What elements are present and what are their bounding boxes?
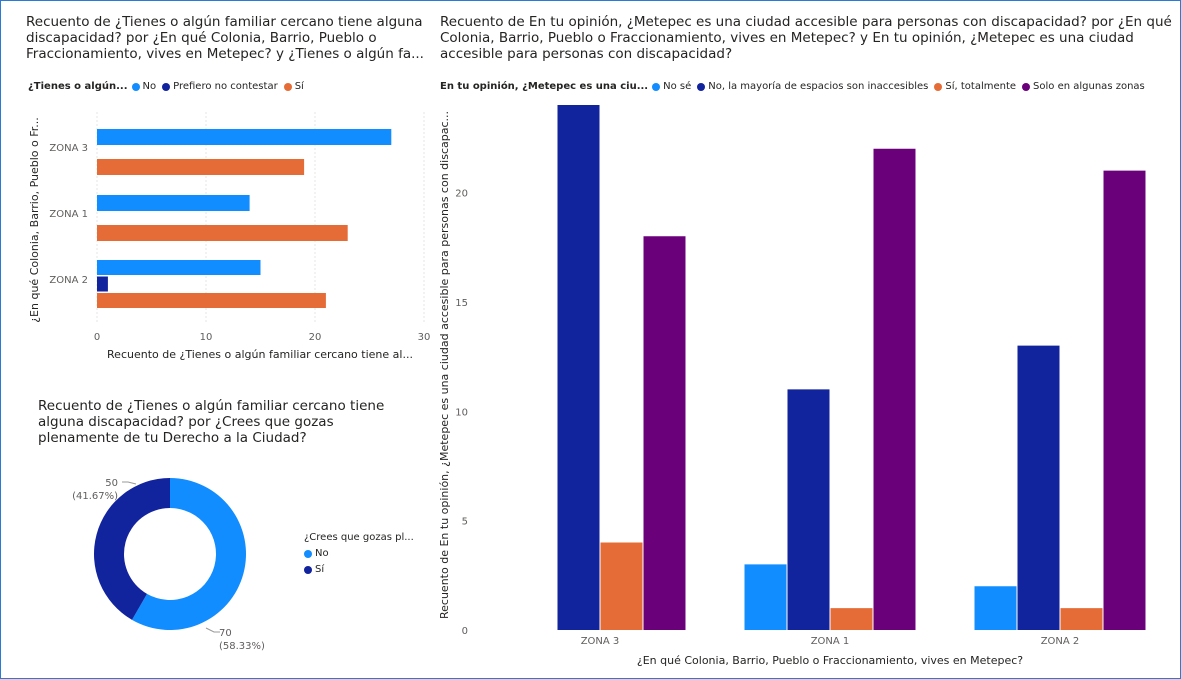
legend-dot <box>162 82 171 91</box>
chart3-bar[interactable] <box>787 389 830 630</box>
chart1-plot: 0 10 20 30 ZONA 3 ZONA 1 ZONA 2 Recuento de ¿Ti… <box>28 112 431 361</box>
legend-label: Sí <box>315 564 325 575</box>
chart1-x-tick-label: 0 <box>94 332 100 343</box>
chart3-y-tick-label: 10 <box>455 407 468 418</box>
legend-label: No <box>142 81 157 92</box>
chart2-legend-title: ¿Crees que gozas pl... <box>304 532 414 543</box>
chart3-bar[interactable] <box>744 564 787 630</box>
chart2-legend-item-si[interactable]: Sí <box>304 564 414 575</box>
legend-dot <box>283 82 292 91</box>
chart1-bar[interactable] <box>97 293 326 308</box>
legend-label: Sí, totalmente <box>945 81 1017 92</box>
chart3-y-tick-label: 5 <box>462 517 468 528</box>
chart3-legend-item-inaccesibles[interactable]: No, la mayoría de espacios son inaccesib… <box>697 81 928 92</box>
chart1-bar[interactable] <box>97 276 108 292</box>
chart1-bar[interactable] <box>97 195 250 211</box>
chart3-legend: En tu opinión, ¿Metepec es una ciu... No… <box>440 81 1151 92</box>
chart1-category-label: ZONA 2 <box>49 275 88 286</box>
chart2-data-label: (41.67%) <box>72 491 118 502</box>
legend-dot <box>934 82 943 91</box>
chart2-legend-item-no[interactable]: No <box>304 548 414 559</box>
chart3-bar[interactable] <box>1017 345 1060 630</box>
legend-dot <box>131 82 140 91</box>
chart1-x-tick-label: 20 <box>309 332 322 343</box>
chart1-category-label: ZONA 1 <box>49 209 88 220</box>
chart2-slice[interactable] <box>132 478 246 630</box>
legend-dot <box>304 565 312 574</box>
chart2-leader-line <box>205 627 220 633</box>
chart3-title: Recuento de En tu opinión, ¿Metepec es u… <box>440 14 1172 62</box>
chart3-bar[interactable] <box>643 236 686 630</box>
chart1-title: Recuento de ¿Tienes o algún familiar cer… <box>26 14 424 62</box>
chart3-bar[interactable] <box>830 608 873 630</box>
chart1-legend-item-no[interactable]: No <box>131 81 157 92</box>
chart3-bar[interactable] <box>557 105 600 630</box>
chart3-legend-item-totalmente[interactable]: Sí, totalmente <box>934 81 1016 92</box>
chart2-legend: ¿Crees que gozas pl... No Sí <box>304 532 414 575</box>
chart3-plot: 0 5 10 15 20 ZONA 3 ZONA 1 ZONA 2 ¿En qué Coloni… <box>438 105 1146 667</box>
legend-dot <box>652 82 661 91</box>
legend-label: No sé <box>663 81 692 92</box>
legend-dot <box>304 549 312 558</box>
chart3-y-axis-label: Recuento de En tu opinión, ¿Metepec es u… <box>438 111 451 619</box>
legend-dot <box>1022 82 1031 91</box>
chart3-bar[interactable] <box>1060 608 1103 630</box>
chart1-bar[interactable] <box>97 225 348 241</box>
chart2-data-label: 50 <box>105 478 118 489</box>
chart1-x-tick-label: 10 <box>200 332 213 343</box>
chart3-bar[interactable] <box>873 148 916 630</box>
chart1-category-label: ZONA 3 <box>49 143 88 154</box>
legend-label: No <box>315 548 329 559</box>
chart1-bar[interactable] <box>97 159 305 175</box>
chart3-bar[interactable] <box>600 542 643 631</box>
legend-label: Sí <box>294 81 304 92</box>
chart1-legend-title: ¿Tienes o algún... <box>28 81 128 92</box>
chart3-x-axis-label: ¿En qué Colonia, Barrio, Pueblo o Fracci… <box>637 654 1023 667</box>
chart3-category-label: ZONA 1 <box>811 636 850 647</box>
chart2-title: Recuento de ¿Tienes o algún familiar cer… <box>38 398 385 446</box>
chart1-legend-item-prefiero[interactable]: Prefiero no contestar <box>162 81 278 92</box>
chart3-category-label: ZONA 3 <box>581 636 620 647</box>
chart3-bar[interactable] <box>974 586 1017 630</box>
chart3-bar[interactable] <box>1103 170 1146 630</box>
chart2-data-label: 70 <box>219 628 232 639</box>
legend-dot <box>697 82 706 91</box>
chart2-leader-line <box>122 481 137 485</box>
chart3-y-tick-label: 0 <box>462 626 468 637</box>
chart2-plot: 70 (58.33%) 50 (41.67%) <box>72 478 265 652</box>
chart3-legend-title: En tu opinión, ¿Metepec es una ciu... <box>440 81 649 92</box>
chart3-y-tick-label: 15 <box>455 298 468 309</box>
chart3-legend-item-no-se[interactable]: No sé <box>652 81 691 92</box>
chart2-data-label: (58.33%) <box>219 641 265 652</box>
legend-label: No, la mayoría de espacios son inaccesib… <box>708 81 929 92</box>
chart2-slice[interactable] <box>94 478 170 620</box>
chart1-x-tick-label: 30 <box>418 332 431 343</box>
chart1-x-axis-label: Recuento de ¿Tienes o algún familiar cer… <box>107 348 413 361</box>
chart1-legend: ¿Tienes o algún... No Prefiero no contes… <box>28 81 310 92</box>
chart3-y-tick-label: 20 <box>455 189 468 200</box>
legend-label: Prefiero no contestar <box>173 81 278 92</box>
chart1-y-axis-label: ¿En qué Colonia, Barrio, Pueblo o Fr... <box>28 117 41 323</box>
chart3-legend-item-algunas-zonas[interactable]: Solo en algunas zonas <box>1022 81 1145 92</box>
chart1-bar[interactable] <box>97 260 261 275</box>
chart3-category-label: ZONA 2 <box>1041 636 1080 647</box>
chart1-bar[interactable] <box>97 129 392 145</box>
chart1-legend-item-si[interactable]: Sí <box>283 81 304 92</box>
legend-label: Solo en algunas zonas <box>1033 81 1145 92</box>
